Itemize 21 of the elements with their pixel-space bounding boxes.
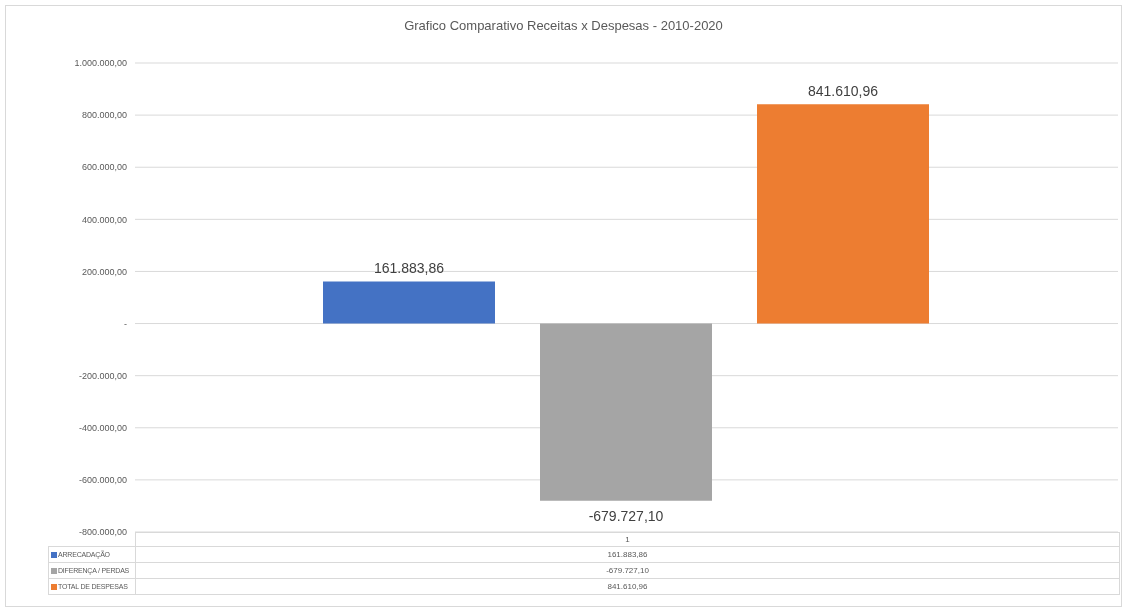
- y-tick-label: -600.000,00: [78, 475, 127, 486]
- bar: [540, 323, 712, 501]
- text: -679.727,10: [606, 566, 649, 575]
- x-tick-label: 1: [625, 535, 630, 544]
- chart-title: Grafico Comparativo Receitas x Despesas - 2010-2020: [403, 18, 724, 33]
- y-tick-label: 800.000,00: [81, 110, 127, 121]
- y-tick-label: 600.000,00: [81, 162, 127, 173]
- text: 841.610,96: [607, 582, 648, 591]
- data-label: 841.610,96: [807, 83, 879, 100]
- data-label: -679.727,10: [588, 507, 664, 524]
- y-tick-label: -200.000,00: [78, 370, 127, 381]
- y-tick-label: 400.000,00: [81, 214, 127, 225]
- bar: [757, 104, 929, 324]
- y-tick-label: -800.000,00: [78, 527, 127, 538]
- y-tick-label: -400.000,00: [78, 422, 127, 433]
- y-tick-label: -: [124, 318, 127, 329]
- data-label: 161.883,86: [373, 260, 445, 277]
- y-tick-label: 1.000.000,00: [74, 58, 127, 69]
- y-tick-label: 200.000,00: [81, 266, 127, 277]
- text: 161.883,86: [607, 550, 648, 559]
- bar: [323, 281, 495, 324]
